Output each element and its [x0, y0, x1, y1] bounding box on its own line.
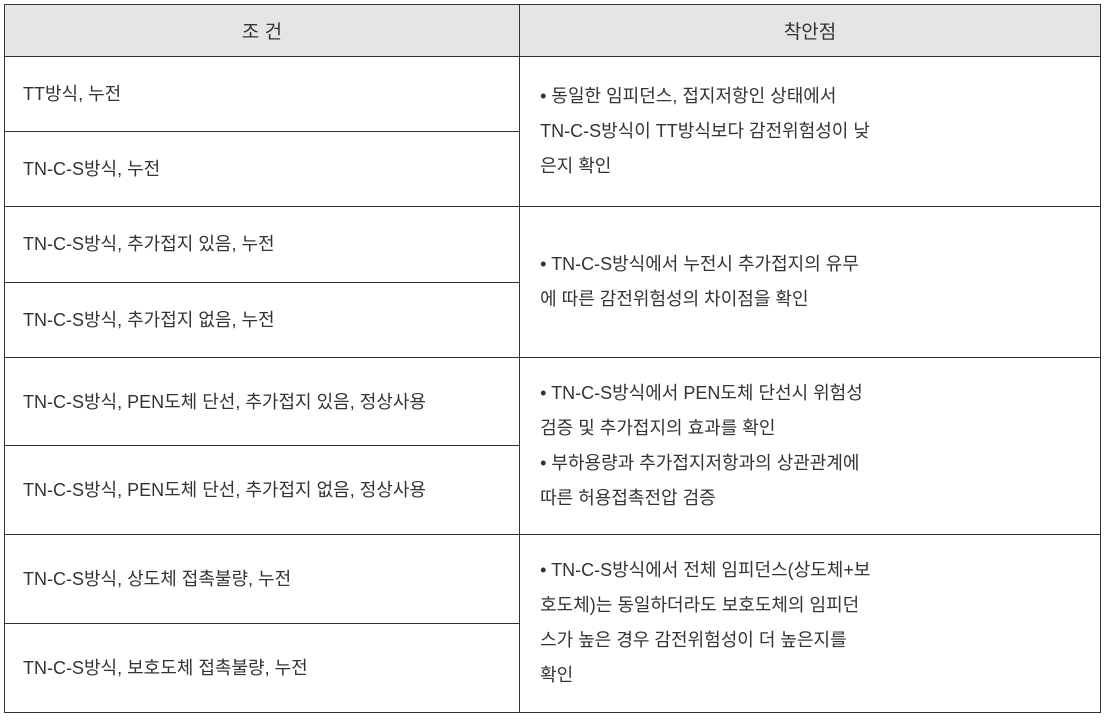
condition-cell: TN-C-S방식, 추가접지 있음, 누전: [5, 207, 520, 282]
point-text: 따른 허용접촉전압 검증: [540, 481, 1080, 516]
point-text: 에 따른 감전위험성의 차이점을 확인: [540, 282, 1080, 317]
point-cell: • TN-C-S방식에서 전체 임피던스(상도체+보 호도체)는 동일하더라도 …: [520, 535, 1101, 712]
conditions-table: 조 건 착안점 TT방식, 누전 • 동일한 임피던스, 접지저항인 상태에서 …: [4, 4, 1101, 713]
condition-cell: TT방식, 누전: [5, 57, 520, 132]
point-text: 확인: [540, 658, 1080, 693]
table-row: TN-C-S방식, PEN도체 단선, 추가접지 있음, 정상사용 • TN-C…: [5, 357, 1101, 446]
point-text: • TN-C-S방식에서 PEN도체 단선시 위험성: [540, 376, 1080, 411]
header-row: 조 건 착안점: [5, 5, 1101, 57]
condition-cell: TN-C-S방식, 보호도체 접촉불량, 누전: [5, 623, 520, 712]
condition-cell: TN-C-S방식, PEN도체 단선, 추가접지 없음, 정상사용: [5, 446, 520, 535]
point-text: • 부하용량과 추가접지저항과의 상관관계에: [540, 446, 1080, 481]
condition-cell: TN-C-S방식, 누전: [5, 132, 520, 207]
header-condition: 조 건: [5, 5, 520, 57]
point-text: 호도체)는 동일하더라도 보호도체의 임피던: [540, 588, 1080, 623]
table-row: TN-C-S방식, 상도체 접촉불량, 누전 • TN-C-S방식에서 전체 임…: [5, 535, 1101, 624]
point-cell: • TN-C-S방식에서 누전시 추가접지의 유무 에 따른 감전위험성의 차이…: [520, 207, 1101, 357]
condition-cell: TN-C-S방식, PEN도체 단선, 추가접지 있음, 정상사용: [5, 357, 520, 446]
table-row: TN-C-S방식, 추가접지 있음, 누전 • TN-C-S방식에서 누전시 추…: [5, 207, 1101, 282]
point-text: 스가 높은 경우 감전위험성이 더 높은지를: [540, 623, 1080, 658]
condition-cell: TN-C-S방식, 추가접지 없음, 누전: [5, 282, 520, 357]
point-text: • TN-C-S방식에서 누전시 추가접지의 유무: [540, 247, 1080, 282]
point-cell: • 동일한 임피던스, 접지저항인 상태에서 TN-C-S방식이 TT방식보다 …: [520, 57, 1101, 207]
point-text: TN-C-S방식이 TT방식보다 감전위험성이 낮: [540, 114, 1080, 149]
point-cell: • TN-C-S방식에서 PEN도체 단선시 위험성 검증 및 추가접지의 효과…: [520, 357, 1101, 534]
condition-cell: TN-C-S방식, 상도체 접촉불량, 누전: [5, 535, 520, 624]
table-row: TT방식, 누전 • 동일한 임피던스, 접지저항인 상태에서 TN-C-S방식…: [5, 57, 1101, 132]
point-text: 검증 및 추가접지의 효과를 확인: [540, 411, 1080, 446]
header-point: 착안점: [520, 5, 1101, 57]
point-text: • TN-C-S방식에서 전체 임피던스(상도체+보: [540, 553, 1080, 588]
point-text: • 동일한 임피던스, 접지저항인 상태에서: [540, 79, 1080, 114]
point-text: 은지 확인: [540, 149, 1080, 184]
